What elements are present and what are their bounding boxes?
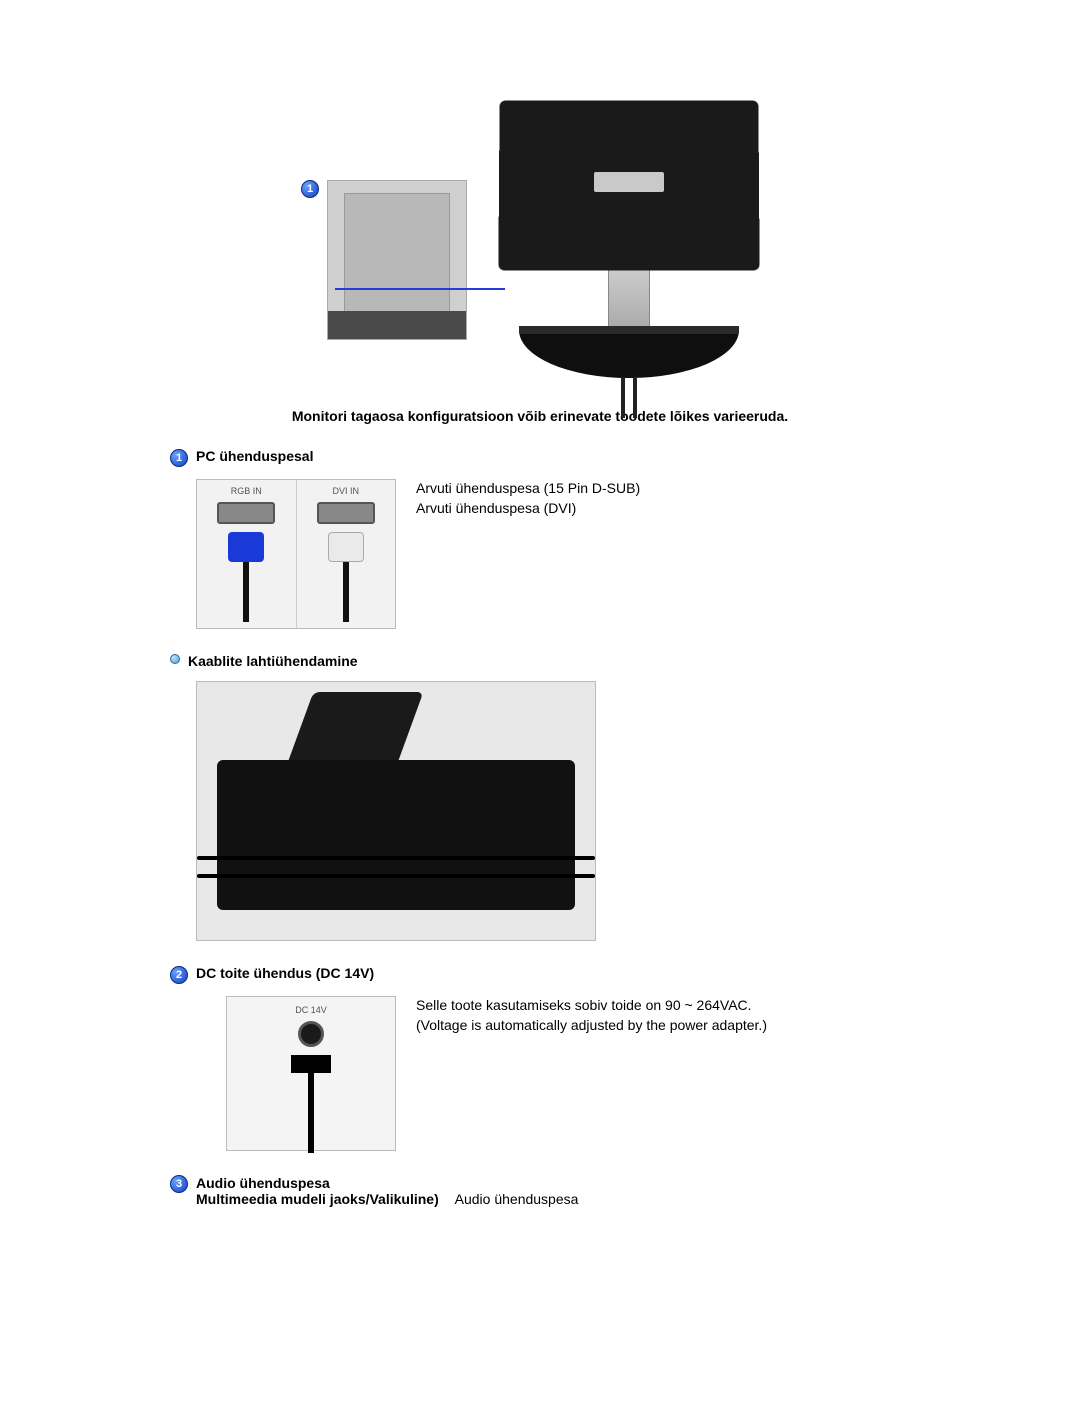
item-1-title: PC ühenduspesal (196, 448, 313, 464)
item-1-body: RGB IN DVI IN Arvuti ühenduspesa (15 Pin… (196, 479, 910, 629)
badge-3-icon: 3 (170, 1175, 188, 1193)
bullet-icon (170, 654, 180, 664)
cable-disconnect-photo (196, 681, 596, 941)
callout-line (335, 288, 505, 290)
item-2-title: DC toite ühendus (DC 14V) (196, 965, 374, 981)
dc-jack-icon (298, 1021, 324, 1047)
desc-line: (Voltage is automatically adjusted by th… (416, 1016, 910, 1036)
hero-caption: Monitori tagaosa konfiguratsioon võib er… (170, 408, 910, 424)
item-1-header: 1 PC ühenduspesal (170, 448, 910, 467)
item-3-title-line2: Multimeedia mudeli jaoks/Valikuline) (196, 1191, 439, 1207)
item-1-description: Arvuti ühenduspesa (15 Pin D-SUB) Arvuti… (416, 479, 910, 629)
badge-2-icon: 2 (170, 966, 188, 984)
item-2-body: DC 14V Selle toote kasutamiseks sobiv to… (196, 996, 910, 1151)
hero-left-group: 1 (301, 180, 467, 340)
item-3-title-block: Audio ühenduspesa Multimeedia mudeli jao… (196, 1175, 578, 1207)
item-cables-header: Kaablite lahtiühendamine (170, 653, 910, 669)
item-2-description: Selle toote kasutamiseks sobiv toide on … (416, 996, 910, 1151)
item-cables-title: Kaablite lahtiühendamine (188, 653, 358, 669)
page-root: 1 Monitori tagaosa konfiguratsioon võib … (0, 0, 1080, 1407)
monitor-back-illustration (479, 100, 779, 378)
dc-power-photo: DC 14V (226, 996, 396, 1151)
desc-line: Arvuti ühenduspesa (DVI) (416, 499, 910, 519)
rgb-in-label: RGB IN (197, 480, 296, 496)
vga-plug-icon (228, 532, 264, 622)
badge-1-icon: 1 (170, 449, 188, 467)
item-3-row: 3 Audio ühenduspesa Multimeedia mudeli j… (170, 1175, 910, 1207)
badge-1-icon: 1 (301, 180, 319, 198)
item-3-right-text: Audio ühenduspesa (455, 1191, 579, 1207)
desc-line: Selle toote kasutamiseks sobiv toide on … (416, 996, 910, 1016)
dc-plug-icon (291, 1055, 331, 1073)
hero-figure: 1 (170, 100, 910, 378)
item-3-title-line1: Audio ühenduspesa (196, 1175, 578, 1191)
desc-line: Arvuti ühenduspesa (15 Pin D-SUB) (416, 479, 910, 499)
dc-14v-label: DC 14V (227, 997, 395, 1015)
item-2-header: 2 DC toite ühendus (DC 14V) (170, 965, 910, 984)
connector-panel-photo (327, 180, 467, 340)
dvi-in-label: DVI IN (297, 480, 396, 496)
connector-ports-photo: RGB IN DVI IN (196, 479, 396, 629)
dvi-plug-icon (328, 532, 364, 622)
